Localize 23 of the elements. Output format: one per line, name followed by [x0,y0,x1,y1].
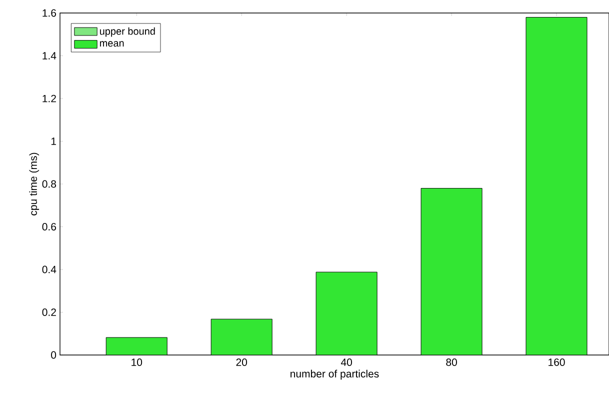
bar [316,272,378,355]
x-axis-title: number of particles [290,370,379,380]
y-tick-label: 1.2 [42,94,56,102]
y-tick-label: 0.4 [42,266,56,274]
x-tick-label: 80 [446,358,457,366]
y-tick-label: 1.4 [42,52,56,60]
bar [526,17,588,355]
bar [420,188,482,355]
y-tick-label: 1.6 [42,9,56,17]
x-tick-label: 40 [340,358,352,366]
y-tick-label: 0 [51,351,56,359]
legend-label: mean [100,41,124,47]
y-tick-label: 0.8 [42,180,56,188]
y-tick-label: 0.2 [42,308,56,316]
x-tick-label: 10 [132,358,142,366]
y-tick-label: 1 [51,138,56,145]
bar [210,318,272,355]
bar [106,337,168,355]
y-axis-title: cpu time (ms) [29,152,40,216]
legend-label: upper bound [100,27,155,37]
x-tick-label: 160 [548,358,565,366]
x-tick-label: 20 [236,358,248,366]
y-tick-label: 0.6 [42,223,56,230]
